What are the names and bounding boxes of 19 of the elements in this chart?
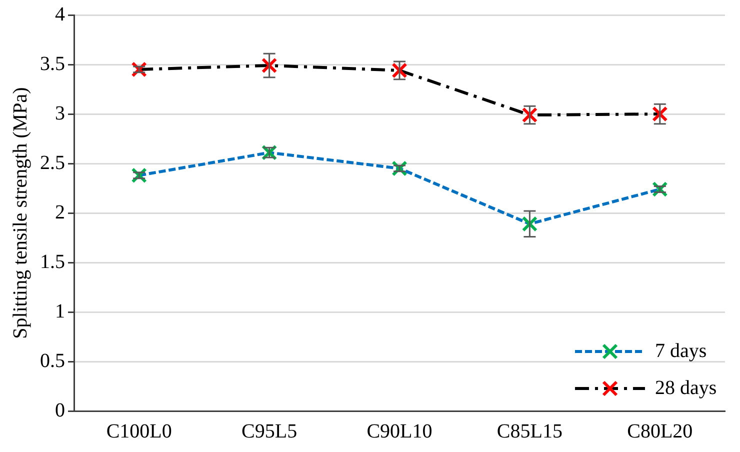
y-tick-label: 0 (55, 399, 65, 422)
x-tick-label: C85L15 (496, 420, 562, 442)
legend-label: 7 days (655, 340, 707, 362)
y-tick-label: 3 (55, 102, 65, 124)
y-tick-label: 4 (55, 3, 65, 26)
x-tick-label: C95L5 (242, 420, 298, 442)
x-tick-label: C80L20 (627, 420, 693, 442)
y-tick-label: 3.5 (40, 52, 65, 75)
legend-label: 28 days (655, 376, 717, 399)
y-tick-label: 2.5 (40, 152, 65, 174)
y-axis-title: Splitting tensile strength (MPa) (9, 87, 32, 339)
y-tick-label: 0.5 (40, 350, 65, 372)
y-tick-label: 2 (55, 201, 65, 224)
y-tick-label: 1 (55, 300, 65, 322)
point (522, 216, 538, 232)
x-tick-label: C100L0 (106, 420, 172, 442)
y-tick-label: 1.5 (40, 250, 65, 273)
point (261, 58, 278, 74)
x-tick-label: C90L10 (366, 420, 432, 442)
